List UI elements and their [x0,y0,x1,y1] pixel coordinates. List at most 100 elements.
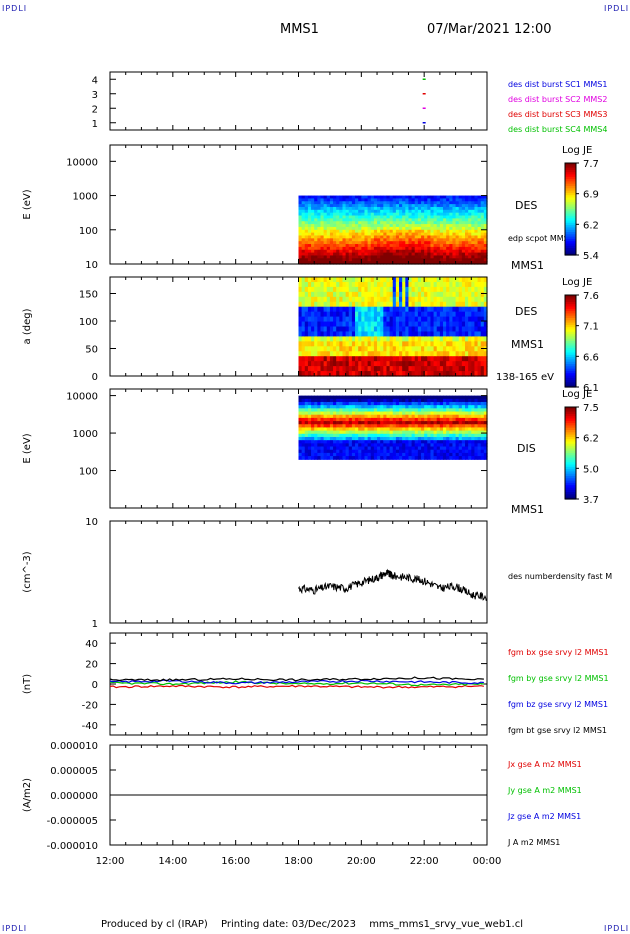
des-pitch-cell [386,351,391,357]
des-pitch-cell [304,277,309,283]
des-energy-cell [421,218,425,222]
des-pitch-cell [395,296,400,303]
des-energy-cell [455,258,460,262]
des-energy-cell [386,204,391,208]
des-pitch-cell [480,296,485,303]
dis-energy-cell [458,411,463,416]
dis-energy-cell [424,436,428,441]
des-energy-cell [461,204,466,208]
des-energy-cell [311,238,315,242]
des-pitch-cell [483,336,488,342]
dis-energy-cell [471,421,476,425]
des-pitch-cell [427,351,432,357]
dis-energy-cell [458,405,463,409]
dis-energy-cell [336,449,340,454]
des-energy-cell [323,252,328,257]
dis-energy-cell [339,395,344,400]
des-energy-cell [458,201,463,205]
dis-energy-cell [436,401,441,406]
des-energy-cell [480,258,485,262]
des-energy-cell [465,232,469,237]
dis-energy-cell [336,417,340,422]
des-pitch-cell [345,291,350,298]
des-pitch-cell [364,296,369,303]
dis-energy-cell [342,456,347,460]
des-energy-cell [336,229,340,234]
des-energy-cell [392,226,397,231]
des-energy-cell [424,206,428,211]
dis-energy-cell [361,436,366,441]
dis-energy-cell [474,427,479,432]
dis-energy-cell [314,411,318,416]
dis-energy-cell [342,408,347,413]
dis-energy-cell [307,430,312,435]
des-pitch-colorbar-tick-label: 7.1 [583,322,599,333]
des-pitch-colorbar-segment [565,334,576,337]
des-pitch-cell [361,331,366,337]
des-energy-cell [320,209,325,214]
dis-energy-cell [326,421,331,425]
des-energy-cell [367,212,372,217]
dis-energy-cell [304,443,309,448]
des-energy-cell [427,238,432,242]
des-energy-cell [345,198,350,202]
des-energy-cell [427,221,432,225]
dis-energy-cell [465,411,469,416]
dis-energy-cell [458,452,463,457]
des-energy-cell [474,201,479,205]
dis-energy-cell [380,395,384,400]
des-energy-cell [439,206,444,211]
des-energy-cell [430,212,435,217]
dis-energy-cell [345,446,350,451]
des-energy-cell [358,232,362,237]
des-pitch-cell [351,316,356,323]
des-pitch-cell [408,326,413,333]
des-energy-cell [399,229,403,234]
des-energy-cell [465,204,469,208]
des-pitch-cell [421,296,425,303]
dis-energy-cell [364,427,369,432]
des-energy-colorbar-segment [565,234,576,238]
des-energy-cell [452,206,457,211]
des-energy-cell [304,206,309,211]
des-energy-cell [399,261,403,265]
des-pitch-cell [414,291,419,298]
des-energy-cell [439,255,444,259]
des-energy-cell [436,215,441,219]
des-energy-cell [433,204,438,208]
des-energy-cell [307,255,312,259]
dis-energy-cell [436,430,441,435]
dis-energy-cell [345,449,350,454]
des-energy-cell [449,224,454,228]
des-energy-cell [433,218,438,222]
dis-energy-cell [298,417,303,422]
des-energy-cell [351,195,356,200]
dis-energy-cell [348,430,353,435]
des-energy-cell [455,229,460,234]
dis-energy-cell [342,452,347,457]
dis-energy-cell [439,411,444,416]
des-energy-cell [323,226,328,231]
des-pitch-cell [345,306,350,313]
dis-energy-cell [414,433,419,438]
dis-energy-cell [461,421,466,425]
des-energy-cell [399,241,403,245]
des-pitch-cell [417,291,422,298]
des-pitch-cell [361,346,366,352]
des-energy-cell [455,209,460,214]
des-energy-cell [392,206,397,211]
des-energy-cell [421,195,425,200]
des-energy-cell [386,198,391,202]
dis-energy-cell [414,398,419,403]
des-energy-cell [468,218,472,222]
des-pitch-cell [370,346,375,352]
des-pitch-cell [427,281,432,288]
dis-energy-cell [383,433,388,438]
dis-energy-cell [355,443,359,448]
dis-energy-colorbar-segment [565,425,576,429]
des-pitch-cell [329,281,334,288]
des-energy-cell [458,252,463,257]
panel-des-pitch-ytick-label: 50 [85,345,98,356]
des-pitch-cell [336,366,340,372]
